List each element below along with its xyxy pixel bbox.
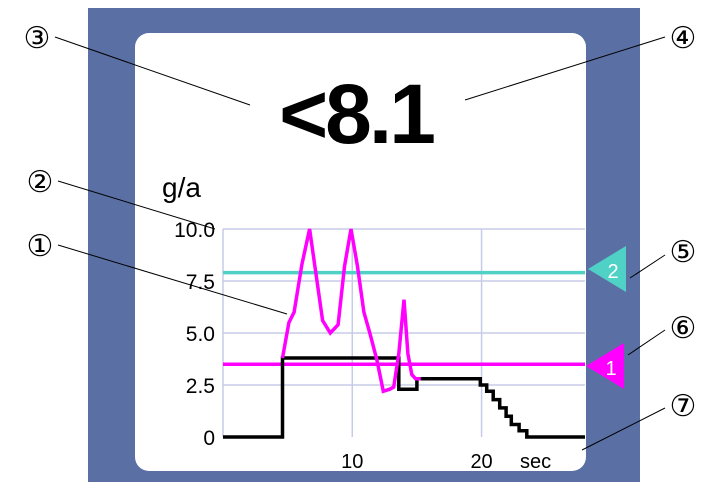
y-tick-label-2: 5.0 xyxy=(186,323,215,346)
chart-series xyxy=(223,228,585,439)
callout-7: ⑦ xyxy=(670,389,697,424)
x-tick-label-1: 20 xyxy=(470,451,492,473)
y-tick-labels: 0 2.5 5.0 7.5 10.0 xyxy=(174,219,215,450)
limit-1-marker xyxy=(586,343,624,389)
reading-value: <8.1 xyxy=(279,67,434,161)
chart-grid xyxy=(222,228,585,437)
display-screen xyxy=(135,33,586,471)
callout-3: ③ xyxy=(24,21,51,56)
leader-line-7 xyxy=(581,407,666,451)
x-tick-labels: 10 20 xyxy=(341,451,493,473)
callout-2: ② xyxy=(27,165,54,200)
callout-6: ⑥ xyxy=(670,311,697,346)
leader-line-1 xyxy=(57,244,288,315)
leader-line-4 xyxy=(464,36,666,101)
leader-line-2 xyxy=(57,180,216,230)
y-unit-label: g/a xyxy=(162,172,201,203)
y-tick-label-3: 7.5 xyxy=(186,271,215,294)
leader-line-3 xyxy=(54,36,251,106)
limit-1-marker-label: 1 xyxy=(605,358,616,380)
history-trace-line xyxy=(223,356,585,439)
y-tick-label-0: 0 xyxy=(203,427,215,450)
limit-2-marker xyxy=(588,246,626,292)
y-tick-label-4: 10.0 xyxy=(174,219,215,242)
trend-chart: 0 2.5 5.0 7.5 10.0 10 20 xyxy=(174,219,585,473)
leader-line-6 xyxy=(627,329,666,356)
callout-5: ⑤ xyxy=(670,235,697,270)
live-trace-line xyxy=(280,228,421,394)
callout-1: ① xyxy=(27,229,54,264)
x-unit-label: sec xyxy=(520,451,551,473)
callout-leader-lines xyxy=(54,36,666,451)
y-tick-label-1: 2.5 xyxy=(186,375,215,398)
x-tick-label-0: 10 xyxy=(341,451,363,473)
leader-line-5 xyxy=(629,254,666,279)
limit-2-marker-label: 2 xyxy=(607,261,618,283)
callout-4: ④ xyxy=(670,21,697,56)
